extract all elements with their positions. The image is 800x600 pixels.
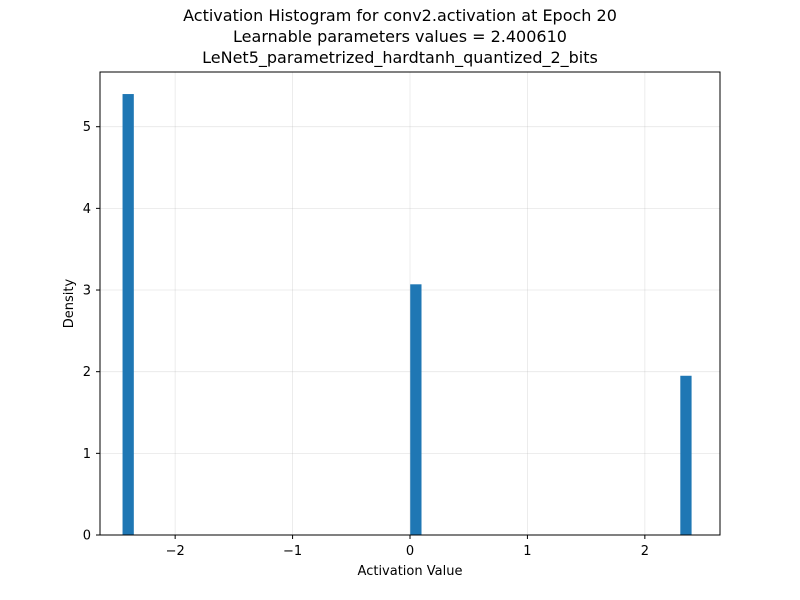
y-tick-label: 1 [83, 447, 91, 462]
grid-layer [100, 72, 720, 536]
x-tick-label: 2 [641, 544, 649, 559]
x-axis-label: Activation Value [358, 564, 463, 579]
y-tick-label: 0 [83, 529, 91, 544]
histogram-bar [410, 284, 422, 535]
chart-title-line-2: Learnable parameters values = 2.400610 [233, 27, 567, 46]
x-tick-label: 1 [523, 544, 531, 559]
y-tick-label: 4 [83, 202, 91, 217]
y-tick-label: 3 [83, 284, 91, 299]
x-tick-label: −1 [283, 544, 302, 559]
y-tick-label: 2 [83, 365, 91, 380]
x-tick-label: 0 [406, 544, 414, 559]
x-tick-label: −2 [166, 544, 185, 559]
histogram-bar [680, 375, 692, 535]
tick-layer: −2 −1 0 1 2 0 1 2 3 4 5 [83, 120, 649, 559]
chart-title-line-1: Activation Histogram for conv2.activatio… [183, 6, 617, 25]
chart-title-line-3: LeNet5_parametrized_hardtanh_quantized_2… [202, 48, 598, 67]
y-axis-label: Density [62, 278, 77, 328]
bar-layer [122, 94, 692, 536]
histogram-bar [122, 94, 134, 536]
y-tick-label: 5 [83, 120, 91, 135]
